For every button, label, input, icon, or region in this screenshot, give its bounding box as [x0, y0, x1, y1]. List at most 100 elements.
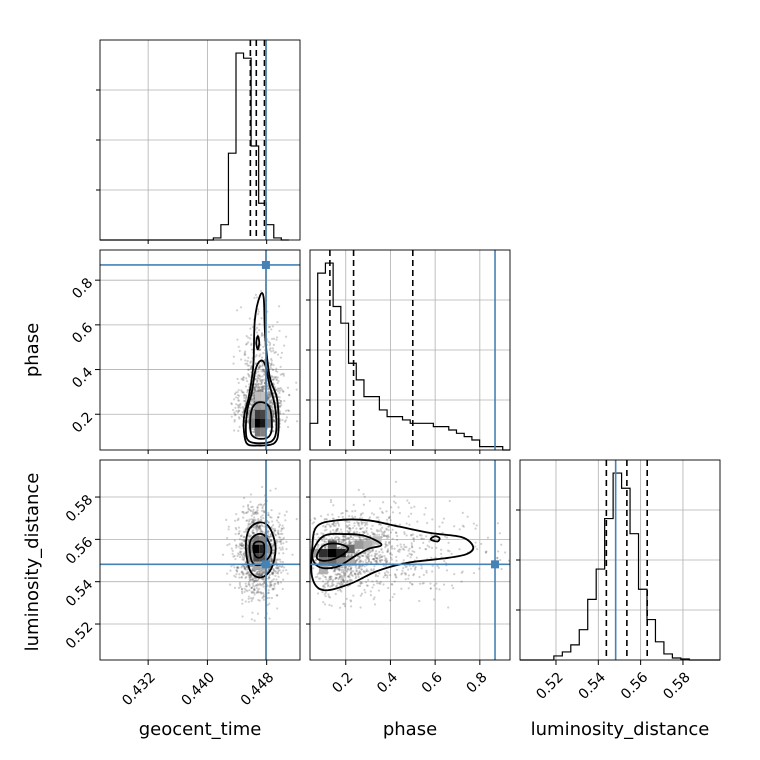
scatter-point: [257, 382, 260, 385]
scatter-point: [358, 559, 361, 563]
scatter-point: [262, 577, 265, 580]
scatter-point: [378, 533, 381, 536]
scatter-point: [245, 588, 248, 592]
scatter-point: [337, 573, 340, 576]
scatter-point: [414, 567, 417, 570]
scatter-point: [239, 306, 243, 309]
scatter-point: [260, 519, 263, 522]
scatter-point: [261, 380, 264, 383]
scatter-point: [404, 565, 407, 569]
scatter-point: [271, 571, 274, 574]
contour-line: [255, 335, 261, 351]
scatter-point: [343, 580, 346, 583]
scatter-point: [277, 566, 280, 570]
scatter-point: [344, 509, 348, 512]
scatter-point: [238, 530, 241, 533]
scatter-point: [268, 535, 271, 538]
scatter-point: [249, 500, 252, 504]
scatter-point: [277, 567, 280, 570]
scatter-point: [376, 530, 379, 533]
density-cell: [254, 391, 261, 401]
scatter-point: [329, 525, 332, 528]
scatter-point: [380, 530, 383, 533]
scatter-point: [266, 392, 270, 396]
scatter-point: [221, 553, 225, 556]
scatter-point: [234, 526, 237, 530]
scatter-point: [273, 351, 276, 354]
scatter-point: [354, 560, 357, 563]
scatter-point: [261, 386, 264, 389]
scatter-point: [259, 518, 263, 521]
scatter-point: [241, 538, 244, 542]
scatter-point: [391, 537, 394, 540]
scatter-point: [235, 528, 238, 531]
scatter-point: [343, 574, 346, 577]
scatter-point: [273, 587, 276, 590]
scatter-point: [250, 534, 253, 537]
scatter-point: [240, 576, 243, 579]
scatter-point: [381, 531, 384, 534]
scatter-point: [311, 522, 314, 525]
scatter-point: [314, 576, 317, 579]
scatter-point: [271, 544, 275, 547]
scatter-point: [387, 541, 390, 544]
scatter-point: [325, 518, 329, 521]
scatter-point: [277, 533, 280, 536]
scatter-point: [360, 592, 364, 595]
scatter-point: [385, 527, 388, 530]
scatter-point: [276, 353, 280, 356]
scatter-point: [418, 546, 421, 550]
scatter-point: [260, 388, 263, 392]
scatter-point: [435, 587, 438, 590]
scatter-point: [349, 572, 352, 575]
scatter-point: [340, 575, 344, 578]
scatter-point: [260, 383, 263, 386]
scatter-point: [226, 536, 229, 540]
scatter-point: [336, 589, 340, 592]
scatter-point: [258, 390, 261, 393]
scatter-point: [460, 580, 463, 583]
scatter-point: [263, 387, 266, 390]
scatter-point: [359, 538, 362, 541]
scatter-point: [260, 574, 263, 577]
scatter-point: [270, 572, 274, 575]
scatter-point: [244, 576, 247, 580]
x-tick-label: 0.2: [329, 669, 356, 696]
scatter-point: [246, 391, 249, 394]
scatter-point: [409, 556, 412, 559]
scatter-point: [338, 566, 341, 570]
scatter-point: [245, 377, 248, 380]
scatter-point: [357, 488, 360, 492]
truth-marker: [261, 560, 270, 569]
scatter-point: [269, 585, 272, 588]
scatter-point: [410, 534, 413, 537]
x-tick-label: 0.58: [660, 669, 693, 702]
scatter-point: [238, 581, 242, 585]
scatter-point: [426, 544, 429, 547]
scatter-point: [236, 566, 239, 569]
y-tick-label: 0.4: [69, 364, 96, 391]
scatter-point: [249, 576, 252, 579]
scatter-point: [261, 388, 265, 392]
scatter-point: [348, 542, 352, 545]
scatter-point: [340, 512, 343, 515]
scatter-point: [253, 588, 256, 592]
scatter-point: [241, 510, 244, 514]
scatter-point: [246, 526, 249, 529]
scatter-point: [255, 354, 258, 357]
scatter-point: [357, 573, 360, 576]
scatter-point: [257, 389, 260, 392]
scatter-point: [384, 534, 388, 538]
scatter-point: [252, 391, 255, 394]
scatter-point: [278, 523, 282, 526]
scatter-point: [258, 389, 262, 392]
scatter-point: [247, 571, 250, 574]
scatter-point: [261, 514, 264, 517]
scatter-point: [262, 582, 265, 585]
scatter-point: [334, 576, 337, 579]
scatter-point: [279, 532, 282, 535]
scatter-point: [381, 551, 384, 554]
scatter-point: [475, 524, 478, 527]
scatter-point: [261, 362, 264, 366]
scatter-point: [241, 598, 244, 601]
